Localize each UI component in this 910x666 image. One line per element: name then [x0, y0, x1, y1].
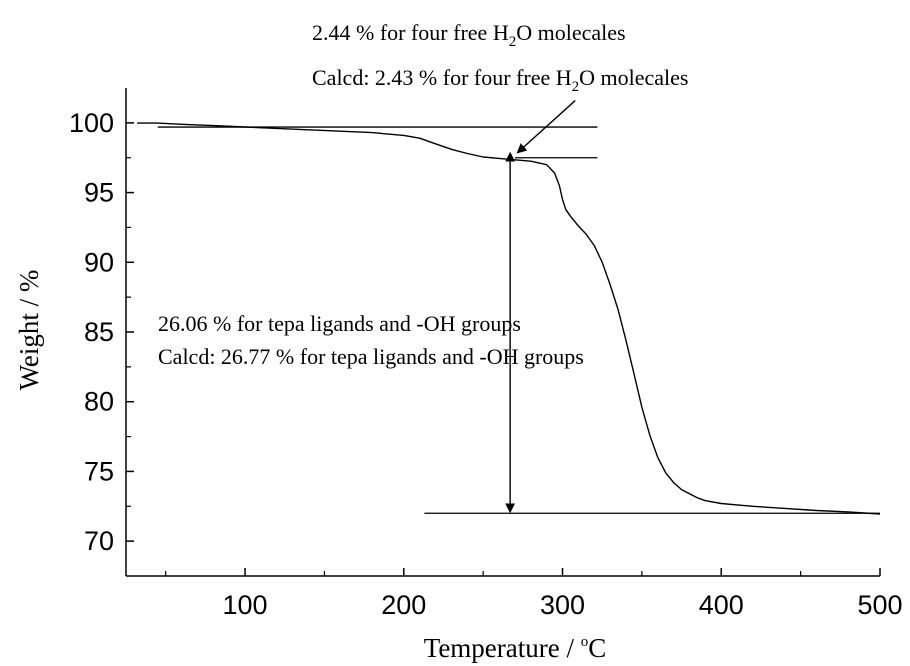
annotation-tepa: 26.06 % for tepa ligands and -OH groups [158, 311, 521, 336]
y-tick-label: 75 [84, 456, 114, 486]
y-ticks: 70 75 80 85 90 95 100 [69, 108, 134, 556]
y-tick-label: 70 [84, 526, 114, 556]
x-axis-title: Temperature / oC [424, 633, 607, 663]
x-tick-label: 200 [381, 590, 426, 620]
series-group [137, 122, 881, 515]
pointer-arrow [516, 100, 576, 154]
y-tick-label: 90 [84, 247, 114, 277]
annotation-free-water: 2.44 % for four free H2O molecales [312, 20, 626, 50]
x-tick-label: 100 [223, 590, 268, 620]
series-line [137, 122, 881, 515]
y-axis-title: Weight / % [14, 270, 44, 391]
annotation-tepa-calcd: Calcd: 26.77 % for tepa ligands and -OH … [158, 344, 584, 369]
x-tick-label: 500 [857, 590, 902, 620]
x-tick-label: 400 [699, 590, 744, 620]
y-tick-label: 85 [84, 317, 114, 347]
y-tick-label: 95 [84, 178, 114, 208]
x-ticks: 100 200 300 400 500 [165, 568, 903, 620]
y-tick-label: 100 [69, 108, 114, 138]
x-tick-label: 300 [540, 590, 585, 620]
arrows-group [505, 100, 576, 514]
y-tick-label: 80 [84, 387, 114, 417]
annotation-free-water-calcd: Calcd: 2.43 % for four free H2O molecale… [312, 65, 689, 95]
